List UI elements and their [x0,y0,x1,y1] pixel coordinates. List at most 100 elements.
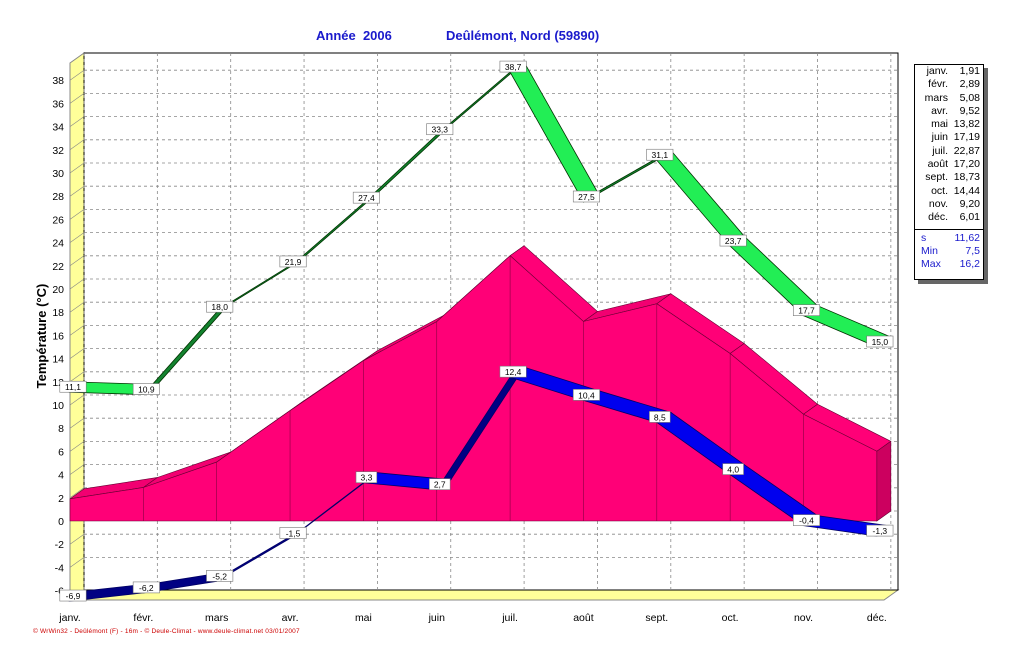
monthly-means-list: janv. 1,91 févr. 2,89 mars 5,08 avr. 9,52 mai 13,… [915,65,983,225]
label-box [59,589,87,602]
grid-line [69,441,85,452]
y-tick-label: 36 [52,98,64,110]
stat-value: 22,87 [953,144,980,157]
stat-row: oct. 14,44 [915,185,983,198]
label-box [572,389,600,401]
y-tick-label: 38 [52,75,64,87]
label-box [646,148,674,161]
label-text: 15,0 [872,337,889,347]
grid-line [69,139,85,151]
label-box [649,411,671,423]
label-text: -0,4 [799,516,814,526]
label-box [572,190,600,203]
stat-month: juil. [932,144,948,157]
y-tick-label: 14 [52,354,64,366]
x-tick-label: avr. [282,612,299,624]
stat-row: déc. 6,01 [915,211,983,224]
y-tick-label: 28 [52,191,64,203]
stat-value: 2,89 [959,78,980,91]
stat-row: août 17,20 [915,158,983,171]
label-box [355,471,378,484]
y-tick-label: 32 [52,145,64,157]
label-text: 3,3 [360,473,372,483]
stat-value: 18,73 [953,171,980,184]
x-tick-label: août [573,612,594,624]
min-data-label: -5,2 [206,570,234,582]
label-text: -1,3 [873,526,888,536]
y-tick-label: 8 [58,423,64,435]
y-tick-label: 4 [58,470,64,482]
label-box [206,300,234,313]
max-data-label: 23,7 [719,234,747,247]
stat-value: 5,08 [959,91,980,104]
min-data-label: 10,4 [572,389,600,401]
stat-month: avr. [931,104,948,117]
label-text: -5,2 [212,571,227,581]
stats-legend: janv. 1,91 févr. 2,89 mars 5,08 avr. 9,52 mai 13,… [914,64,984,280]
label-box [866,335,894,348]
grid-line [69,185,85,197]
y-tick-label: 10 [52,400,64,412]
grid-line [69,487,85,499]
stat-row: sept. 18,73 [915,171,983,184]
label-text: 27,4 [358,193,375,203]
x-tick-label: févr. [133,612,153,624]
label-box [279,255,307,268]
y-tick-label: 0 [58,516,64,528]
x-tick-label: sept. [645,612,668,624]
label-box [866,524,894,537]
max-data-label: 27,5 [572,190,600,203]
min-data-label: -6,9 [59,589,87,602]
plot-frame [83,52,899,591]
min-data-label: -1,5 [279,527,307,539]
y-tick-label: -2 [55,539,64,551]
stat-row: nov. 9,20 [915,198,983,211]
grid-line [69,348,85,359]
y-tick-label: 26 [52,214,64,226]
footer-copyright: © WrWin32 - Deûlémont (F) - 16m - © Deul… [33,628,300,635]
x-tick-label: janv. [58,612,80,624]
grid-line [69,464,85,475]
label-text: 23,7 [725,236,742,246]
y-tick-label: 2 [58,493,64,505]
stat-row: mai 13,82 [915,118,983,131]
y-tick-label: 30 [52,168,64,180]
grid-line [69,371,85,383]
stat-month: nov. [928,197,948,210]
max-segment [363,124,452,204]
min-data-label: 2,7 [429,478,451,490]
summary-stats: s 11,62 Min 7,5 Max 16,2 [915,228,983,272]
y-axis-label: Température (°C) [34,284,49,389]
label-box [59,380,87,393]
max-segment [509,61,598,203]
min-data-label: -6,2 [132,581,160,594]
y-tick-label: 34 [52,122,64,134]
max-data-label: 27,4 [352,191,380,204]
stat-month: déc. [928,211,948,224]
y-tick-label: 18 [52,307,64,319]
mean-series [69,245,892,522]
stat-row: mars 5,08 [915,92,983,105]
grid-line [69,557,85,568]
label-text: 21,9 [285,257,302,267]
stat-value: 13,82 [953,118,980,131]
label-text: -1,5 [286,528,301,538]
grid-line [69,301,85,313]
mean-end-face [876,440,892,522]
grid-line [69,116,85,127]
max-data-label: 11,1 [59,380,87,393]
stat-value: 17,19 [953,131,980,144]
summary-value: 16,2 [959,258,980,271]
chart-title-year: Année 2006 [316,28,392,43]
min-data-label: 4,0 [722,463,744,475]
label-text: 27,5 [578,192,595,202]
stat-row: avr. 9,52 [915,105,983,118]
label-text: 8,5 [654,412,666,422]
max-data-label: 15,0 [866,335,894,348]
label-box [722,463,744,475]
label-text: 31,1 [652,150,669,160]
x-tick-label: déc. [867,612,887,624]
label-text: -6,2 [139,583,154,593]
label-box [279,527,307,539]
